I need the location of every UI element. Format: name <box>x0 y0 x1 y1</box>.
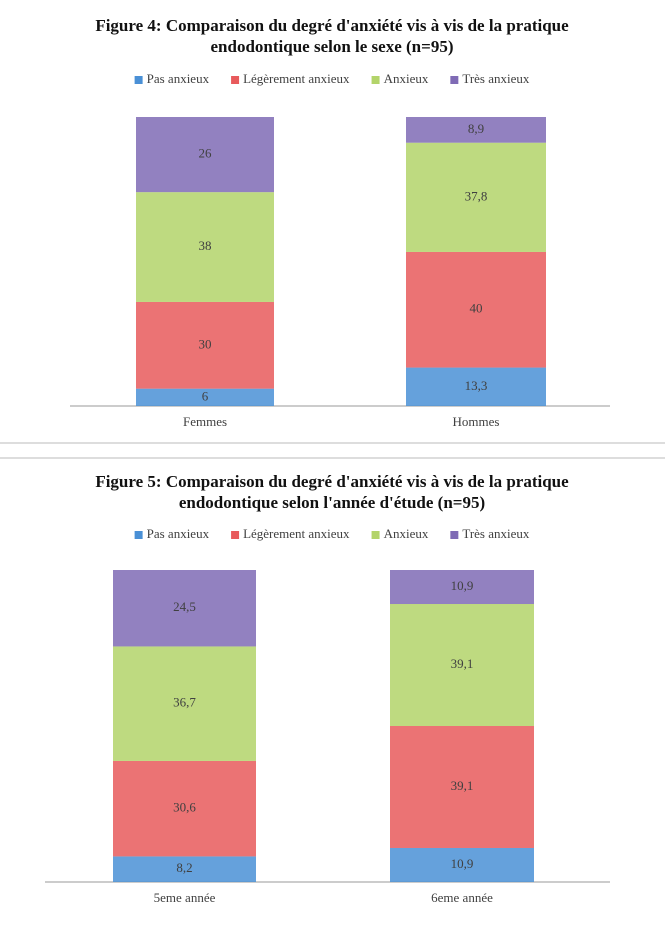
bar-segment <box>136 301 274 389</box>
legend-label: Pas anxieux <box>147 71 210 86</box>
legend-swatch <box>371 76 380 84</box>
bar-segment <box>113 646 256 761</box>
bar-segment <box>136 192 274 302</box>
legend-label: Pas anxieux <box>147 526 210 541</box>
legend-label: Légèrement anxieux <box>243 71 350 86</box>
legend-swatch <box>450 531 459 539</box>
data-label: 10,9 <box>451 578 474 593</box>
bar-segment <box>406 142 546 252</box>
data-label: 6 <box>202 388 209 403</box>
legend-label: Très anxieux <box>462 71 530 86</box>
data-label: 37,8 <box>465 188 488 203</box>
legend-swatch <box>371 531 380 539</box>
bar-segment <box>113 570 256 647</box>
data-label: 38 <box>199 238 212 253</box>
chart-title: endodontique selon le sexe (n=95) <box>211 37 454 56</box>
data-label: 40 <box>470 301 483 316</box>
x-tick-label: 6eme année <box>431 890 493 905</box>
chart-title: Figure 5: Comparaison du degré d'anxiété… <box>95 472 569 491</box>
data-label: 36,7 <box>173 695 196 710</box>
x-tick-label: Femmes <box>183 414 227 429</box>
bar-segment <box>136 388 274 406</box>
bar-segment <box>390 604 534 726</box>
legend-label: Anxieux <box>384 71 429 86</box>
data-label: 39,1 <box>451 656 474 671</box>
bar-segment <box>390 847 534 882</box>
data-label: 39,1 <box>451 778 474 793</box>
bar-segment <box>406 251 546 368</box>
data-label: 30 <box>199 336 212 351</box>
data-label: 26 <box>199 146 213 161</box>
bar-segment <box>390 726 534 848</box>
legend-swatch <box>134 76 143 84</box>
legend-label: Légèrement anxieux <box>243 526 350 541</box>
legend-swatch <box>231 76 240 84</box>
bar-segment <box>113 760 256 857</box>
data-label: 13,3 <box>465 378 488 393</box>
bar-segment <box>390 570 534 605</box>
legend-label: Anxieux <box>384 526 429 541</box>
chart-title: Figure 4: Comparaison du degré d'anxiété… <box>95 16 569 35</box>
legend-label: Très anxieux <box>462 526 530 541</box>
data-label: 30,6 <box>173 800 196 815</box>
bar-segment <box>113 856 256 882</box>
x-tick-label: 5eme année <box>154 890 216 905</box>
data-label: 8,9 <box>468 121 484 136</box>
legend-swatch <box>450 76 459 84</box>
data-label: 8,2 <box>176 860 192 875</box>
bar-segment <box>406 367 546 406</box>
data-label: 10,9 <box>451 856 474 871</box>
legend-swatch <box>134 531 143 539</box>
data-label: 24,5 <box>173 599 196 614</box>
bar-segment <box>406 117 546 143</box>
bar-segment <box>136 117 274 193</box>
chart-title: endodontique selon l'année d'étude (n=95… <box>179 493 485 512</box>
legend-swatch <box>231 531 240 539</box>
x-tick-label: Hommes <box>453 414 500 429</box>
